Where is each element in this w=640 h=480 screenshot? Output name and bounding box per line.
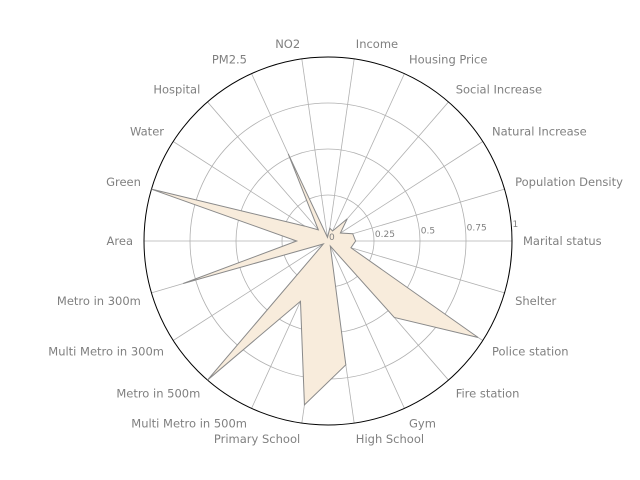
radar-axis-label: Multi Metro in 300m xyxy=(48,344,164,358)
radar-axis-label: Gym xyxy=(409,416,436,430)
radar-axis-label: Fire station xyxy=(456,386,520,400)
radar-axis-label: Metro in 500m xyxy=(116,386,200,400)
radar-outer-ring xyxy=(143,56,513,426)
radar-series-area xyxy=(151,153,479,407)
radar-axis-label: Police station xyxy=(492,344,569,358)
radar-axis-label: Water xyxy=(130,125,164,139)
radar-tick-label: 0.25 xyxy=(375,230,395,240)
radar-axis-label: Primary School xyxy=(214,432,300,446)
radar-tick-label: 0.5 xyxy=(421,227,435,237)
radar-axis-label: Multi Metro in 500m xyxy=(131,416,247,430)
radar-axis-label: High School xyxy=(356,432,424,446)
radar-axis-label: Green xyxy=(106,175,141,189)
radar-tick-label: 0 xyxy=(329,233,335,243)
radar-axis-label: Area xyxy=(107,234,133,248)
radar-axis-label: Population Density xyxy=(515,175,623,189)
radar-axis-label: Housing Price xyxy=(409,53,487,67)
radar-axis-label: Hospital xyxy=(153,83,200,97)
radar-axis-label: NO2 xyxy=(275,37,300,51)
radar-data xyxy=(151,153,479,407)
radar-axis-label: Shelter xyxy=(515,294,556,308)
radar-axis-label: Income xyxy=(356,37,398,51)
radar-labels: 0 0.25 0.5 0.75 1 Marital status Population De… xyxy=(48,37,623,446)
radar-axis-label: Natural Increase xyxy=(492,125,587,139)
radar-axis-label: Marital status xyxy=(523,234,602,248)
radar-tick-label: 1 xyxy=(513,220,519,230)
radar-tick-label: 0.75 xyxy=(467,223,487,233)
radar-axis-label: Metro in 300m xyxy=(57,294,141,308)
radar-axis-label: PM2.5 xyxy=(212,53,247,67)
radar-axis-label: Social Increase xyxy=(456,83,542,97)
